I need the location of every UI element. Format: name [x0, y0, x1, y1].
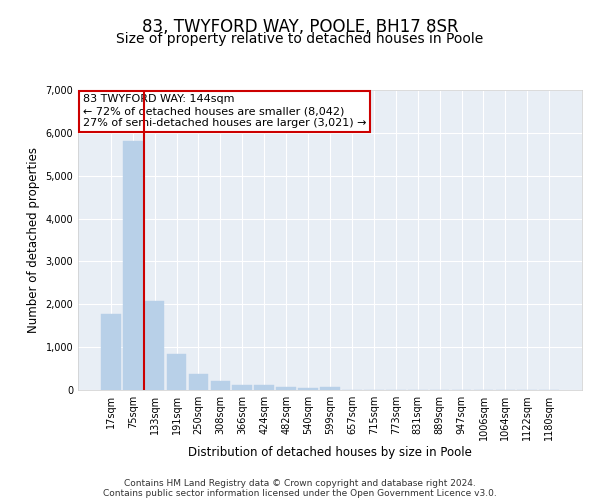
- Bar: [276, 387, 296, 390]
- Bar: [101, 314, 121, 390]
- Text: Contains public sector information licensed under the Open Government Licence v3: Contains public sector information licen…: [103, 488, 497, 498]
- Text: Size of property relative to detached houses in Poole: Size of property relative to detached ho…: [116, 32, 484, 46]
- Bar: [145, 302, 164, 390]
- Bar: [123, 142, 143, 390]
- Bar: [298, 388, 318, 390]
- Bar: [232, 385, 252, 390]
- X-axis label: Distribution of detached houses by size in Poole: Distribution of detached houses by size …: [188, 446, 472, 459]
- Text: 83, TWYFORD WAY, POOLE, BH17 8SR: 83, TWYFORD WAY, POOLE, BH17 8SR: [142, 18, 458, 36]
- Bar: [188, 374, 208, 390]
- Bar: [167, 354, 187, 390]
- Bar: [211, 380, 230, 390]
- Text: 83 TWYFORD WAY: 144sqm
← 72% of detached houses are smaller (8,042)
27% of semi-: 83 TWYFORD WAY: 144sqm ← 72% of detached…: [83, 94, 367, 128]
- Bar: [320, 387, 340, 390]
- Y-axis label: Number of detached properties: Number of detached properties: [27, 147, 40, 333]
- Text: Contains HM Land Registry data © Crown copyright and database right 2024.: Contains HM Land Registry data © Crown c…: [124, 478, 476, 488]
- Bar: [254, 386, 274, 390]
